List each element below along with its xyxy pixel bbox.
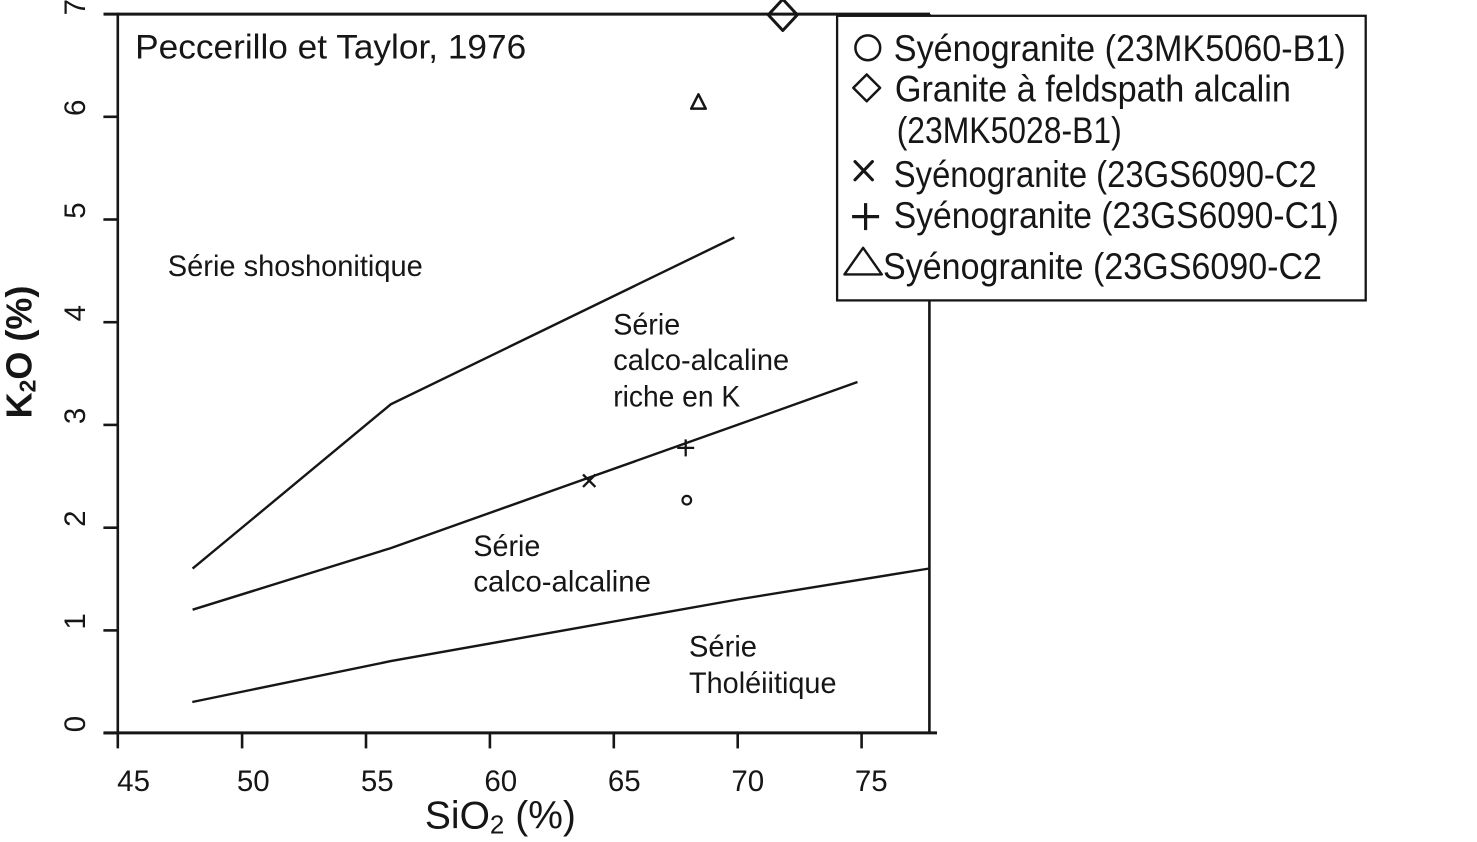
svg-text:75: 75 [855, 765, 888, 798]
svg-text:50: 50 [237, 765, 270, 798]
svg-text:Syénogranite (23GS6090-C2: Syénogranite (23GS6090-C2 [883, 246, 1322, 287]
svg-text:4: 4 [59, 305, 92, 321]
svg-text:60: 60 [484, 765, 517, 798]
svg-text:6: 6 [59, 100, 92, 116]
svg-text:Série: Série [473, 530, 540, 563]
svg-text:riche en K: riche en K [613, 381, 740, 414]
svg-text:Peccerillo et Taylor, 1976: Peccerillo et Taylor, 1976 [135, 29, 526, 67]
svg-text:calco-alcaline: calco-alcaline [613, 344, 789, 377]
svg-text:Série: Série [613, 309, 680, 342]
svg-text:(23MK5028-B1): (23MK5028-B1) [897, 110, 1122, 151]
svg-text:K2O (%): K2O (%) [0, 286, 41, 419]
svg-text:3: 3 [59, 408, 92, 424]
svg-text:Syénogranite (23GS6090-C1): Syénogranite (23GS6090-C1) [894, 195, 1339, 236]
svg-text:55: 55 [361, 765, 394, 798]
svg-text:Syénogranite (23GS6090-C2: Syénogranite (23GS6090-C2 [894, 154, 1317, 195]
svg-text:0: 0 [59, 716, 92, 732]
svg-text:5: 5 [59, 202, 92, 218]
svg-text:Série shoshonitique: Série shoshonitique [168, 250, 423, 283]
svg-text:Tholéiitique: Tholéiitique [689, 667, 837, 700]
svg-text:70: 70 [731, 765, 764, 798]
svg-text:45: 45 [117, 765, 150, 798]
svg-text:7: 7 [59, 0, 92, 15]
svg-text:calco-alcaline: calco-alcaline [473, 566, 651, 599]
svg-text:1: 1 [59, 613, 92, 629]
svg-text:Granite à feldspath alcalin: Granite à feldspath alcalin [895, 68, 1291, 109]
svg-text:Série: Série [689, 631, 757, 664]
svg-text:2: 2 [59, 510, 92, 526]
svg-text:Syénogranite (23MK5060-B1): Syénogranite (23MK5060-B1) [894, 28, 1346, 69]
svg-text:65: 65 [608, 765, 641, 798]
